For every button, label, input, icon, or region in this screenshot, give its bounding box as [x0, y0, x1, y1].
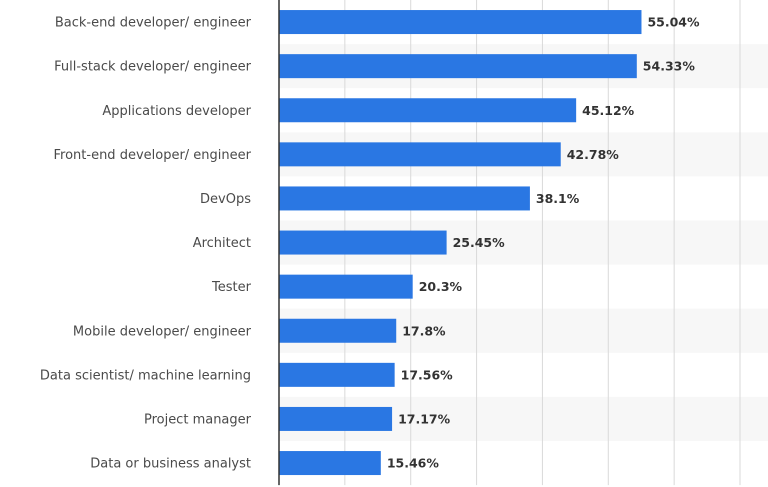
value-label: 17.8%: [402, 323, 446, 338]
category-label: Front-end developer/ engineer: [54, 148, 252, 163]
value-label: 55.04%: [647, 15, 700, 30]
category-label: Full-stack developer/ engineer: [54, 60, 252, 75]
value-labels: 55.04% 54.33% 45.12% 42.78% 38.1% 25.45% 20.3%…: [387, 15, 700, 471]
bar: [279, 362, 395, 387]
category-label: Tester: [211, 280, 252, 295]
category-label: Mobile developer/ engineer: [73, 324, 252, 339]
bar: [279, 451, 381, 476]
category-label: Project manager: [144, 412, 252, 427]
value-label: 38.1%: [536, 191, 580, 206]
value-label: 20.3%: [419, 279, 463, 294]
bar: [279, 406, 393, 431]
bar: [279, 10, 642, 35]
value-label: 45.12%: [582, 103, 635, 118]
bar: [279, 98, 577, 123]
value-label: 54.33%: [643, 59, 696, 74]
category-labels: Back-end developer/ engineer Full-stack d…: [40, 16, 252, 472]
value-label: 25.45%: [453, 235, 506, 250]
bar: [279, 54, 637, 79]
bar: [279, 142, 561, 167]
value-label: 15.46%: [387, 456, 440, 471]
value-label: 17.56%: [401, 367, 454, 382]
category-label: Data scientist/ machine learning: [40, 368, 251, 383]
bar: [279, 230, 447, 255]
category-label: DevOps: [200, 192, 251, 207]
category-label: Applications developer: [102, 104, 251, 119]
category-label: Data or business analyst: [90, 457, 251, 472]
bars: [279, 10, 642, 476]
value-label: 42.78%: [567, 147, 620, 162]
bar: [279, 186, 530, 211]
category-label: Architect: [193, 236, 251, 251]
bar: [279, 318, 397, 343]
category-label: Back-end developer/ engineer: [55, 16, 252, 31]
bar: [279, 274, 413, 299]
value-label: 17.17%: [398, 411, 451, 426]
